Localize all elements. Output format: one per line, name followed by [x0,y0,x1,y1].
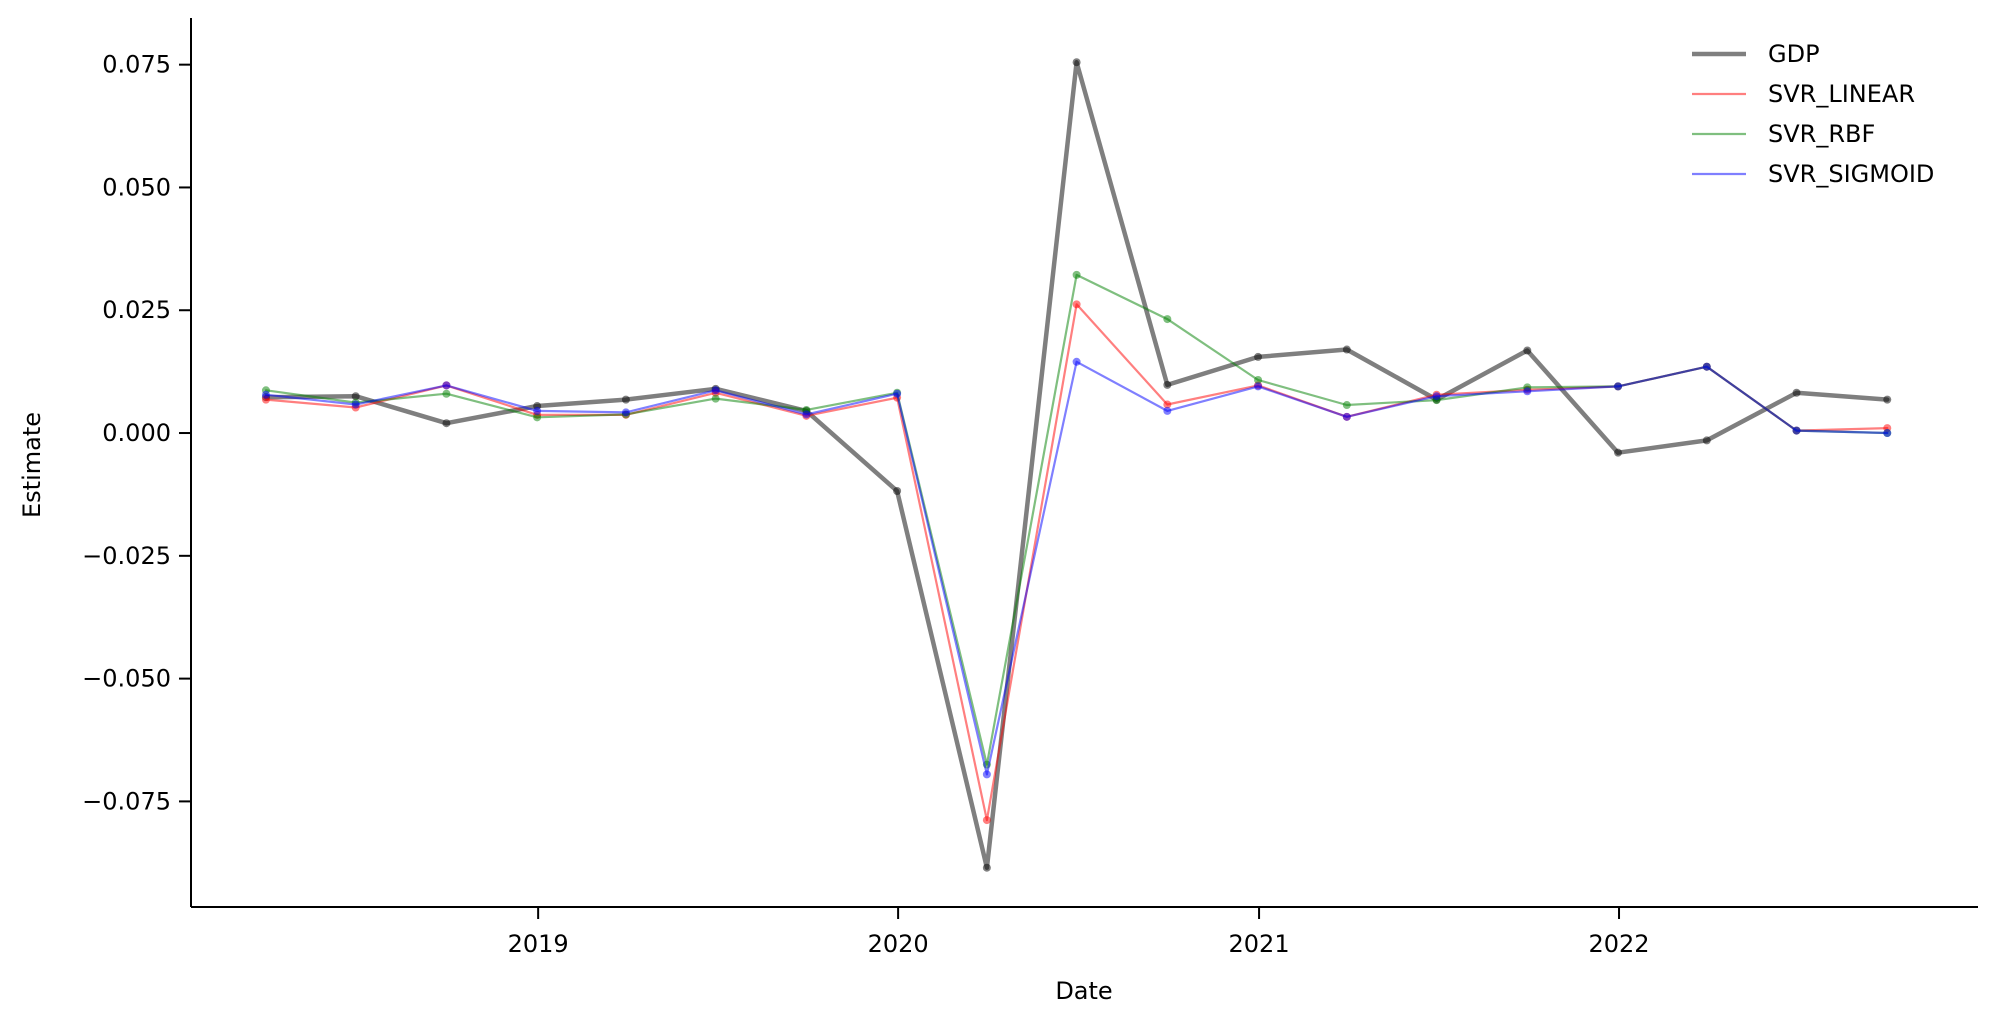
data-point-gdp [1614,448,1623,457]
x-axis-label: Date [1055,977,1112,1005]
data-point-svr-sigmoid [893,389,902,398]
data-point-svr-linear [1072,300,1081,309]
series-line-svr-sigmoid [264,360,1889,776]
data-point-svr-rbf [1342,401,1351,410]
x-ticks: 2019 2020 2021 2022 [508,907,1650,958]
data-point-svr-sigmoid [1163,406,1172,415]
series-svr-rbf [261,270,1892,769]
data-point-svr-sigmoid [1702,362,1711,371]
data-point-svr-rbf [1254,375,1263,384]
data-point-svr-rbf [1072,270,1081,279]
data-point-svr-sigmoid [1254,382,1263,391]
y-axis-label: Estimate [18,412,46,518]
series-line-svr-rbf [264,273,1889,766]
data-point-svr-sigmoid [1072,357,1081,366]
data-point-gdp [621,395,630,404]
axes [190,18,1978,908]
data-point-gdp [1523,346,1532,355]
data-point-svr-linear [1163,400,1172,409]
data-point-svr-sigmoid [621,408,630,417]
legend-label-svr-rbf: SVR_RBF [1768,120,1875,148]
data-point-gdp [893,486,902,495]
legend: GDP SVR_LINEAR SVR_RBF SVR_SIGMOID [1692,40,1934,188]
series-gdp [261,58,1892,872]
y-tick-label: −0.050 [82,665,171,693]
x-tick-label: 2021 [1229,930,1290,958]
y-tick-label: −0.075 [82,787,171,815]
x-tick-label: 2019 [508,930,569,958]
data-point-svr-sigmoid [802,410,811,419]
data-point-gdp [351,392,360,401]
data-point-svr-sigmoid [1883,429,1892,438]
y-tick-label: 0.050 [102,173,171,201]
data-point-svr-linear [982,816,991,825]
y-ticks: 0.075 0.050 0.025 0.000 −0.025 −0.050 −0.075 [82,51,191,815]
data-point-gdp [1254,352,1263,361]
data-point-svr-rbf [442,389,451,398]
legend-label-svr-sigmoid: SVR_SIGMOID [1768,160,1934,188]
data-point-svr-sigmoid [533,406,542,415]
data-point-svr-sigmoid [711,386,720,395]
data-point-svr-sigmoid [442,381,451,390]
data-point-svr-sigmoid [1432,392,1441,401]
legend-label-gdp: GDP [1768,40,1820,68]
data-point-svr-sigmoid [351,400,360,409]
data-point-gdp [1072,58,1081,67]
data-point-svr-rbf [711,394,720,403]
x-tick-label: 2022 [1588,930,1649,958]
series-svr-sigmoid [261,357,1892,779]
y-tick-label: 0.075 [102,51,171,79]
data-point-svr-rbf [533,413,542,422]
data-point-svr-sigmoid [1342,412,1351,421]
data-point-gdp [1883,395,1892,404]
data-point-svr-sigmoid [982,770,991,779]
data-point-svr-sigmoid [1614,382,1623,391]
series-group [261,58,1892,872]
data-point-gdp [1342,345,1351,354]
legend-label-svr-linear: SVR_LINEAR [1768,80,1915,108]
data-point-gdp [1702,436,1711,445]
data-point-gdp [1163,380,1172,389]
data-point-svr-rbf [1163,315,1172,324]
y-tick-label: 0.000 [102,419,171,447]
data-point-svr-sigmoid [1523,387,1532,396]
series-line-gdp [263,59,1890,870]
data-point-svr-sigmoid [261,390,270,399]
data-point-svr-sigmoid [1792,426,1801,435]
data-point-gdp [1792,388,1801,397]
data-point-gdp [442,419,451,428]
y-tick-label: −0.025 [82,542,171,570]
x-tick-label: 2020 [868,930,929,958]
data-point-gdp [982,863,991,872]
y-tick-label: 0.025 [102,296,171,324]
